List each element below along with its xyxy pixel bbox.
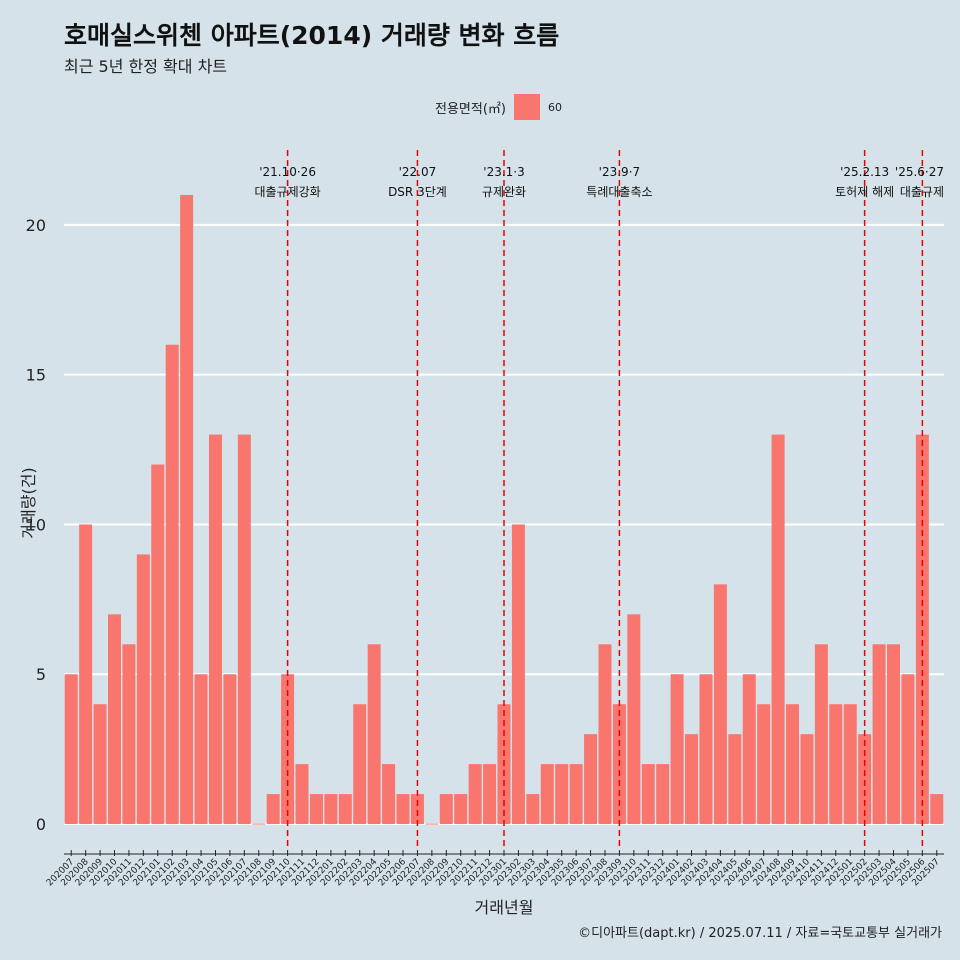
bar-202205 [382, 764, 396, 825]
bar-202202 [338, 794, 352, 825]
bar-202209 [439, 794, 453, 825]
event-label-0: 대출규제강화 [254, 185, 320, 199]
event-label-4: 토허제 해제 [835, 185, 894, 199]
bar-202109 [266, 794, 280, 825]
bar-202112 [309, 794, 323, 825]
legend-label-60: 60 [547, 100, 562, 114]
bar-202212 [483, 764, 497, 825]
bar-202505 [901, 674, 915, 825]
bar-202012 [136, 554, 150, 825]
bar-202405 [728, 734, 742, 825]
bar-202501 [843, 704, 857, 825]
y-axis-title: 거래량(건) [19, 467, 38, 538]
bar-202010 [108, 614, 121, 825]
bar-202311 [641, 764, 655, 825]
event-date-4: '25.2.13 [840, 165, 889, 179]
bar-202210 [454, 794, 468, 825]
legend-title: 전용면적(㎡) [435, 101, 506, 117]
bar-202404 [713, 584, 727, 825]
bar-202107 [237, 434, 251, 825]
bar-202211 [468, 764, 482, 825]
x-axis: 2020072020082020092020102020112020122021… [45, 850, 944, 888]
bar-202102 [165, 344, 179, 825]
y-tick-label-10: 10 [26, 515, 46, 534]
bar-202201 [324, 794, 338, 825]
legend-key-60 [513, 94, 540, 120]
y-tick-label-5: 5 [36, 665, 46, 684]
bar-202207 [410, 794, 424, 825]
bar-202308 [598, 644, 612, 825]
bar-202408 [771, 434, 785, 825]
bars [64, 194, 944, 825]
event-label-5: 대출규제 [900, 185, 944, 199]
bar-202307 [584, 734, 598, 825]
bar-202306 [569, 764, 583, 825]
bar-202303 [526, 794, 540, 825]
chart-subtitle: 최근 5년 한정 확대 차트 [64, 57, 228, 76]
bar-202009 [93, 704, 107, 825]
event-label-3: 특례대출축소 [586, 185, 652, 199]
y-tick-label-15: 15 [26, 366, 46, 385]
event-markers: '21.10·26 대출규제강화 '22.07 DSR 3단계 '23.1·3 규제완화 '… [254, 150, 944, 848]
source-caption: ©디아파트(dapt.kr) / 2025.07.11 / 자료=국토교통부 실… [578, 926, 942, 941]
bar-202203 [353, 704, 367, 825]
bar-202206 [396, 794, 410, 825]
bar-202105 [208, 434, 222, 825]
event-label-2: 규제완화 [482, 185, 526, 199]
bar-202101 [151, 464, 165, 825]
bar-202504 [887, 644, 900, 825]
bar-202401 [670, 674, 684, 825]
bar-202410 [800, 734, 814, 825]
bar-202108 [252, 823, 266, 825]
bar-202411 [814, 644, 828, 825]
bar-202502 [858, 734, 872, 825]
event-date-2: '23.1·3 [483, 165, 524, 179]
bar-202312 [656, 764, 670, 825]
bar-202305 [555, 764, 569, 825]
bar-202304 [540, 764, 554, 825]
bar-202204 [367, 644, 381, 825]
bar-202302 [511, 524, 525, 825]
event-label-1: DSR 3단계 [388, 185, 447, 199]
bar-202506 [915, 434, 929, 825]
y-axis: 0 5 10 15 20 [26, 216, 46, 834]
bar-202008 [79, 524, 93, 825]
event-date-1: '22.07 [399, 165, 437, 179]
bar-202106 [223, 674, 237, 825]
bar-202110 [281, 674, 295, 825]
bar-202310 [627, 614, 641, 825]
legend: 전용면적(㎡) 60 [435, 94, 562, 120]
event-date-0: '21.10·26 [259, 165, 316, 179]
bar-202111 [295, 764, 309, 825]
bar-202011 [122, 644, 136, 825]
bar-202406 [742, 674, 756, 825]
bar-202402 [685, 734, 699, 825]
x-axis-title: 거래년월 [475, 898, 534, 917]
bar-202407 [757, 704, 771, 825]
y-tick-label-20: 20 [26, 216, 46, 235]
bar-202409 [786, 704, 800, 825]
event-date-5: '25.6·27 [895, 165, 944, 179]
event-date-3: '23.9·7 [599, 165, 640, 179]
bar-202403 [699, 674, 713, 825]
bar-202104 [194, 674, 208, 825]
bar-202208 [425, 823, 439, 825]
chart-title: 호매실스위첸 아파트(2014) 거래량 변화 흐름 [64, 21, 560, 50]
bar-202507 [930, 794, 944, 825]
bar-202007 [64, 674, 78, 825]
bar-202412 [829, 704, 843, 825]
bar-202103 [180, 194, 194, 825]
bar-202503 [872, 644, 886, 825]
y-tick-label-0: 0 [36, 815, 46, 834]
